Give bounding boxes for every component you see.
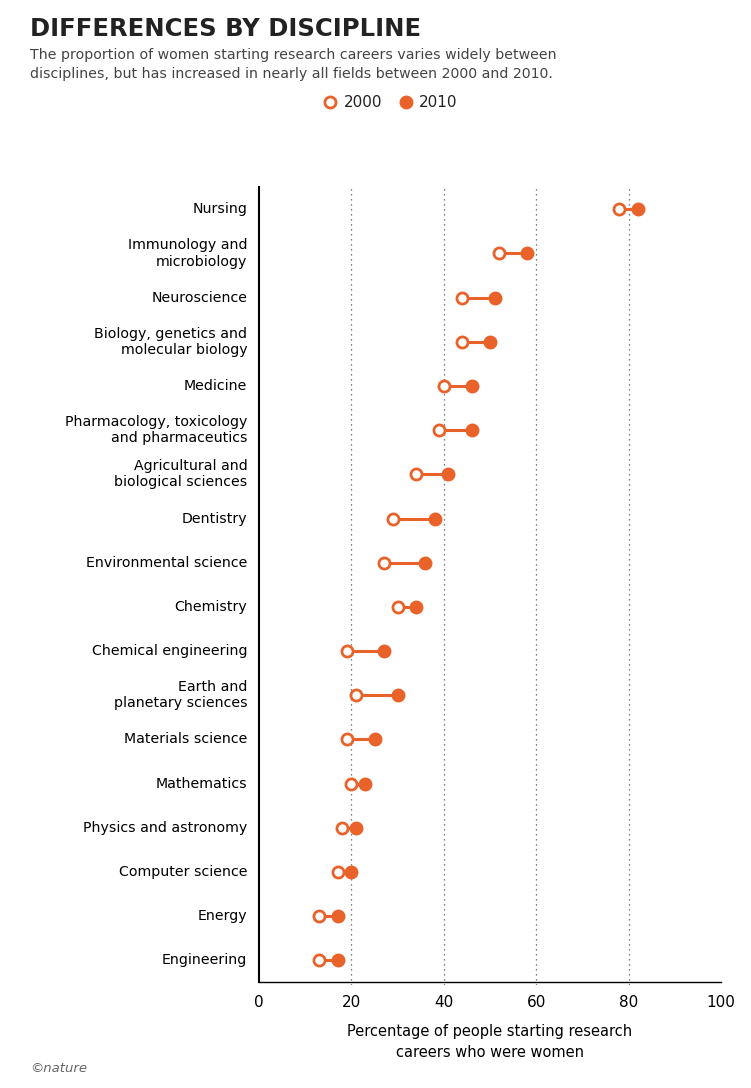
Text: 2000: 2000 [344,95,382,110]
Text: The proportion of women starting research careers varies widely between
discipli: The proportion of women starting researc… [30,48,556,81]
Text: ©nature: ©nature [30,1062,87,1075]
Text: DIFFERENCES BY DISCIPLINE: DIFFERENCES BY DISCIPLINE [30,17,421,41]
Text: 2010: 2010 [419,95,457,110]
X-axis label: Percentage of people starting research
careers who were women: Percentage of people starting research c… [348,1024,632,1060]
